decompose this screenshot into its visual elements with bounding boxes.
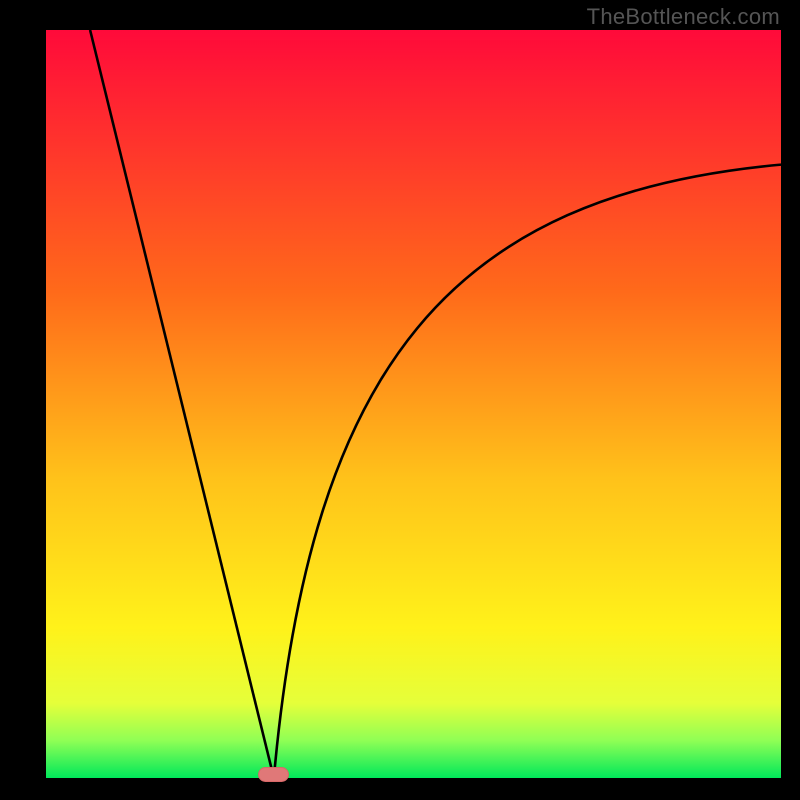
minimum-marker <box>258 767 289 782</box>
chart-curve-svg <box>46 30 781 778</box>
chart-plot-area <box>46 30 781 778</box>
curve-left-branch <box>90 30 274 778</box>
curve-right-branch <box>274 165 781 778</box>
watermark-text: TheBottleneck.com <box>587 4 780 30</box>
